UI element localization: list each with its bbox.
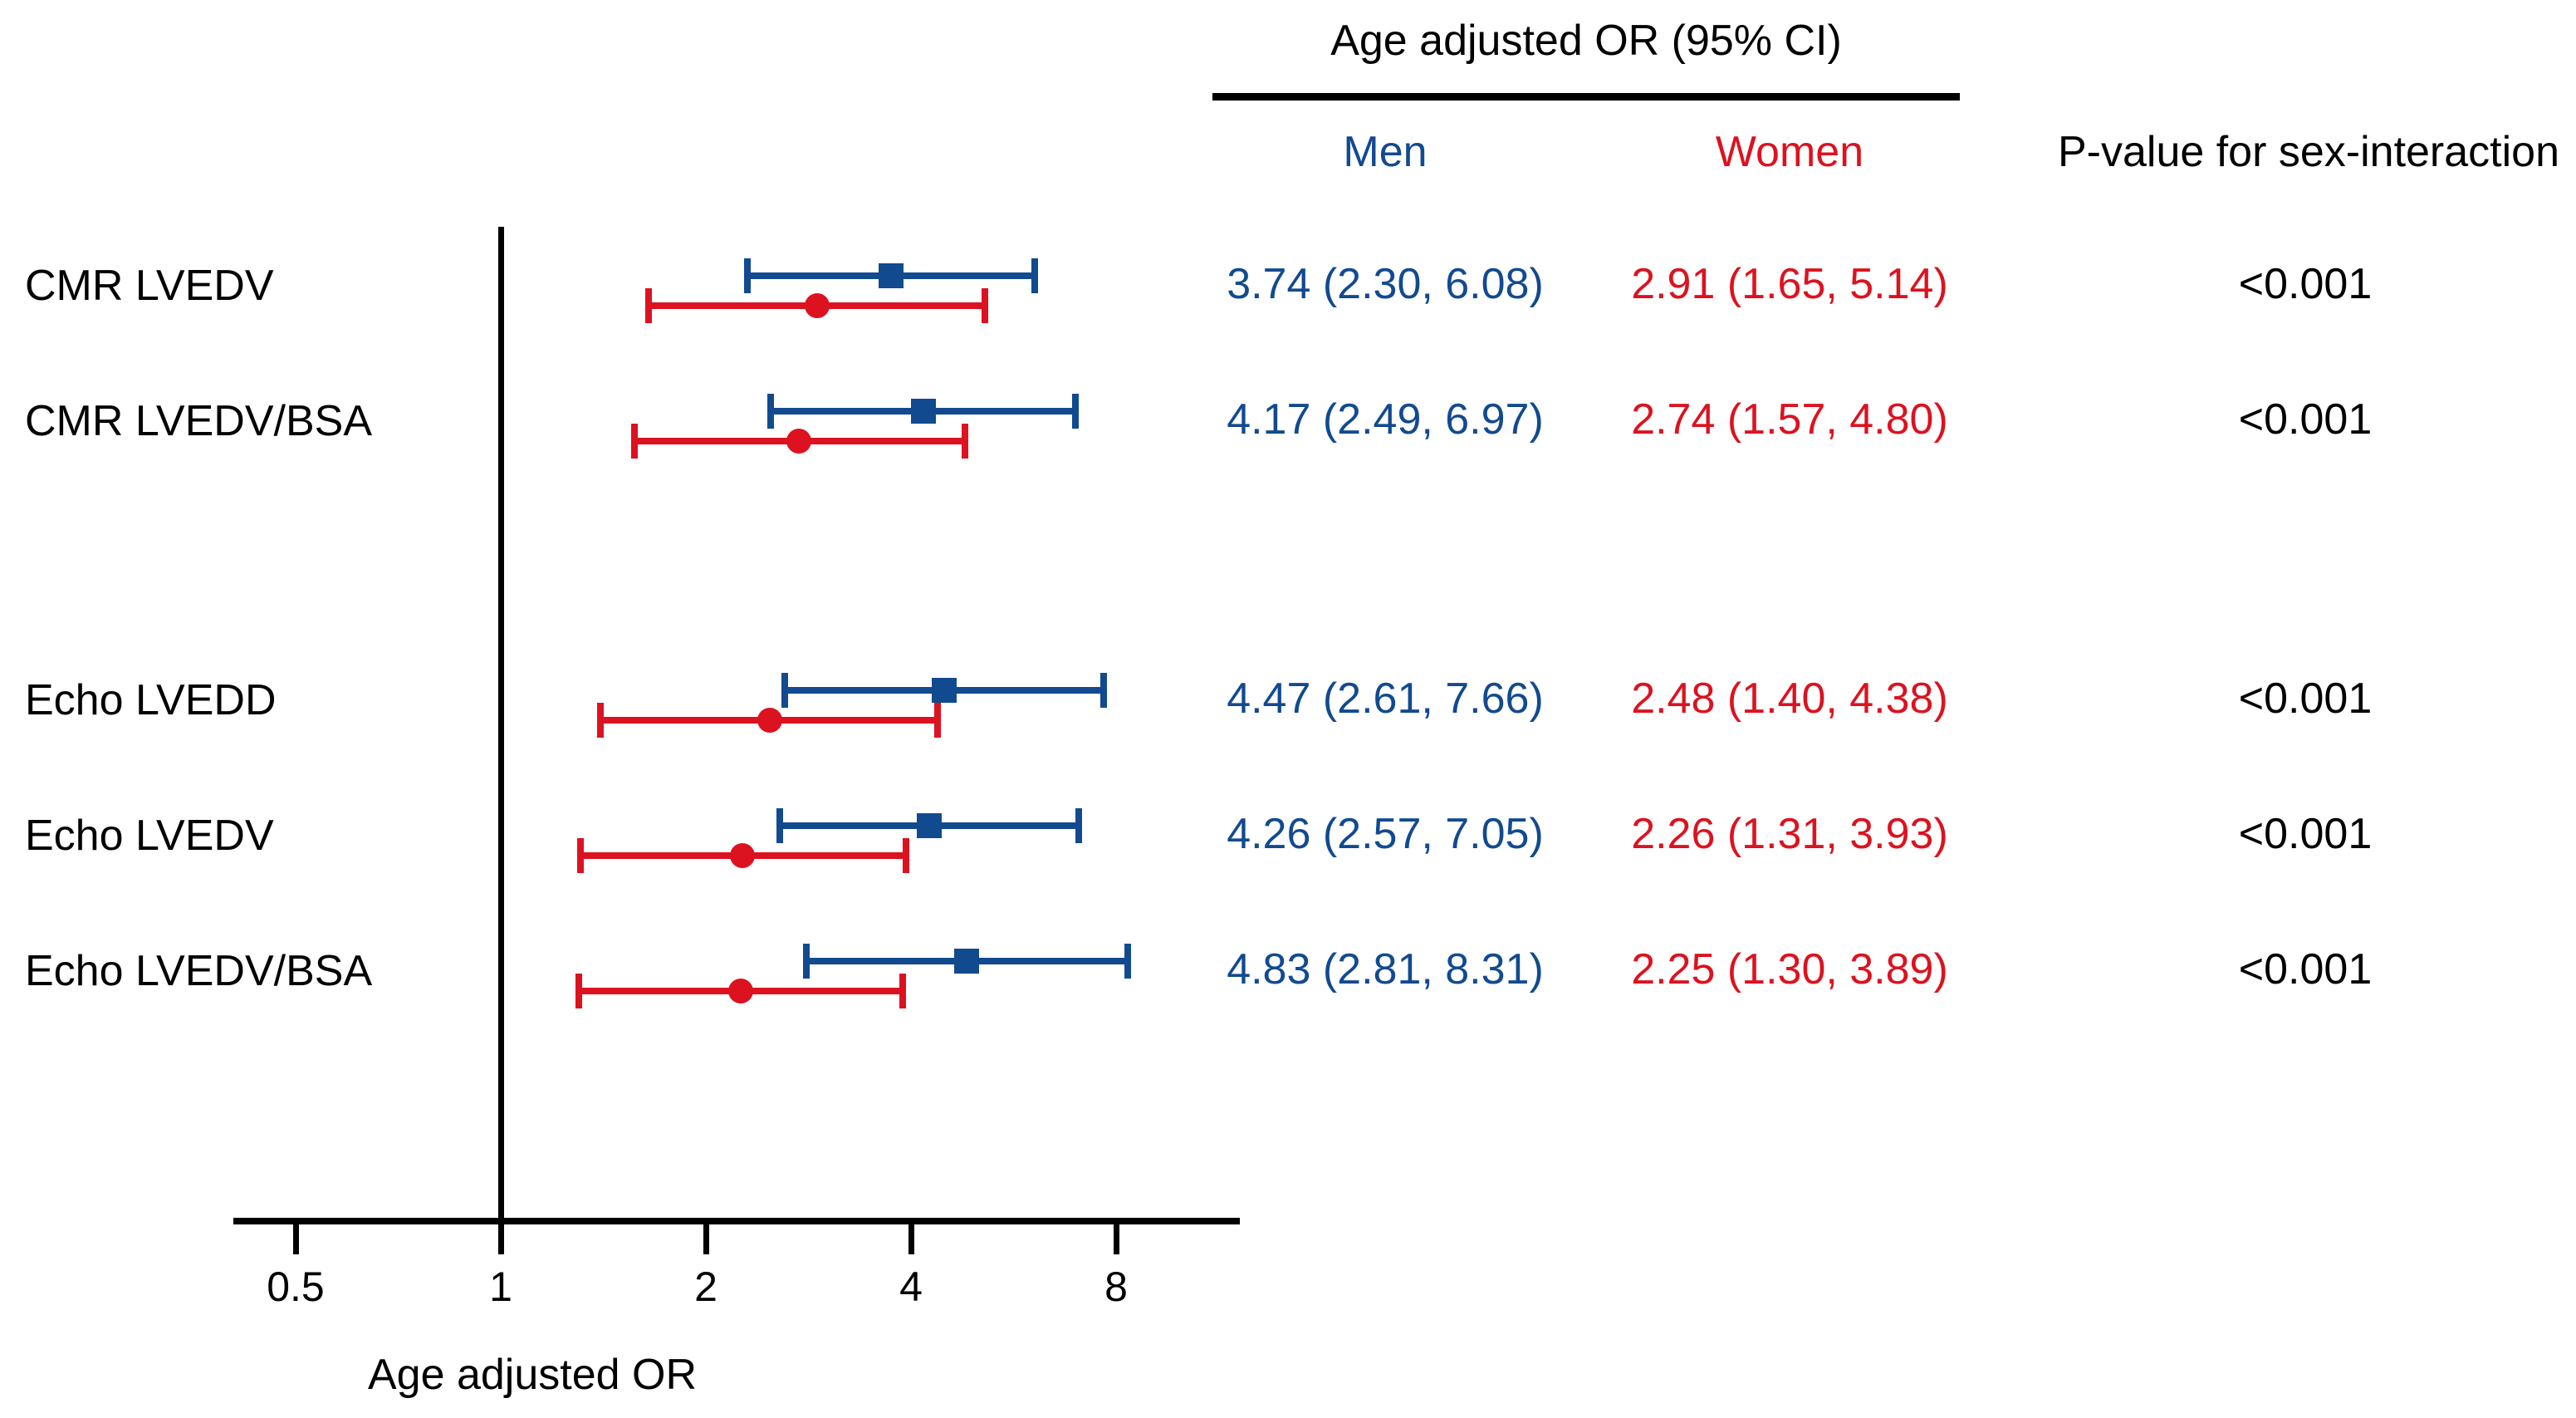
men-ci-cap (776, 808, 784, 843)
p-value: <0.001 (2238, 395, 2373, 444)
x-axis-tick (292, 1224, 299, 1254)
column-header-men: Men (1343, 128, 1428, 176)
x-axis-tick (703, 1224, 709, 1254)
men-ci-cap (1031, 258, 1039, 293)
men-estimate-marker (917, 813, 943, 838)
men-ci-cap (1071, 394, 1079, 429)
women-ci-cap (902, 838, 909, 873)
women-value: 2.91 (1.65, 5.14) (1631, 260, 1948, 308)
women-ci-cap (596, 703, 604, 738)
x-axis-tick (908, 1224, 914, 1254)
x-axis-tick-label: 4 (899, 1263, 923, 1310)
x-axis-tick-label: 2 (694, 1263, 717, 1310)
row-label: CMR LVEDV/BSA (25, 397, 373, 445)
x-axis-tick-label: 0.5 (267, 1263, 325, 1310)
men-ci-cap (1075, 808, 1082, 843)
men-ci-cap (781, 673, 788, 708)
x-axis-line (233, 1218, 1240, 1224)
women-ci-cap (982, 288, 989, 323)
men-value: 4.47 (2.61, 7.66) (1227, 675, 1544, 723)
women-ci-cap (575, 974, 582, 1008)
x-axis-tick (1113, 1224, 1119, 1254)
row-label: Echo LVEDV (25, 812, 274, 860)
men-estimate-marker (954, 949, 980, 974)
p-value: <0.001 (2238, 675, 2373, 723)
table-title-rule (1212, 93, 1960, 101)
men-ci-cap (1124, 944, 1131, 979)
men-ci-cap (803, 944, 811, 979)
women-value: 2.48 (1.40, 4.38) (1631, 675, 1948, 723)
men-value: 3.74 (2.30, 6.08) (1227, 260, 1544, 308)
p-value: <0.001 (2238, 260, 2373, 308)
women-value: 2.25 (1.30, 3.89) (1631, 945, 1948, 994)
row-label: Echo LVEDD (25, 676, 277, 724)
women-estimate-marker (786, 429, 812, 454)
table-title: Age adjusted OR (95% CI) (1330, 17, 1842, 65)
men-estimate-marker (931, 678, 957, 703)
men-value: 4.26 (2.57, 7.05) (1227, 810, 1544, 858)
women-estimate-marker (728, 979, 753, 1003)
men-ci-cap (743, 258, 751, 293)
men-ci-cap (1099, 673, 1107, 708)
p-value: <0.001 (2238, 810, 2373, 858)
women-estimate-marker (729, 843, 755, 868)
column-header-pvalue: P-value for sex-interaction (2057, 128, 2560, 176)
column-header-women: Women (1715, 128, 1864, 176)
women-ci-cap (962, 424, 968, 459)
women-ci-cap (934, 703, 942, 738)
women-estimate-marker (804, 293, 830, 318)
reference-line (498, 227, 504, 1218)
x-axis-tick (497, 1224, 504, 1254)
x-axis-tick-label: 8 (1104, 1263, 1128, 1310)
men-estimate-marker (879, 263, 904, 288)
women-ci-cap (577, 838, 585, 873)
women-ci-cap (645, 288, 653, 323)
men-estimate-marker (910, 399, 936, 424)
women-estimate-marker (757, 708, 782, 733)
row-label: Echo LVEDV/BSA (25, 947, 373, 995)
men-value: 4.83 (2.81, 8.31) (1227, 945, 1544, 994)
x-axis-label: Age adjusted OR (367, 1351, 698, 1399)
women-ci-cap (899, 974, 907, 1008)
women-value: 2.26 (1.31, 3.93) (1631, 810, 1948, 858)
women-value: 2.74 (1.57, 4.80) (1631, 395, 1948, 444)
p-value: <0.001 (2238, 945, 2373, 994)
men-ci-cap (767, 394, 775, 429)
x-axis-tick-label: 1 (489, 1263, 512, 1310)
row-label: CMR LVEDV (25, 262, 274, 310)
women-ci-cap (630, 424, 638, 459)
men-value: 4.17 (2.49, 6.97) (1227, 395, 1544, 444)
